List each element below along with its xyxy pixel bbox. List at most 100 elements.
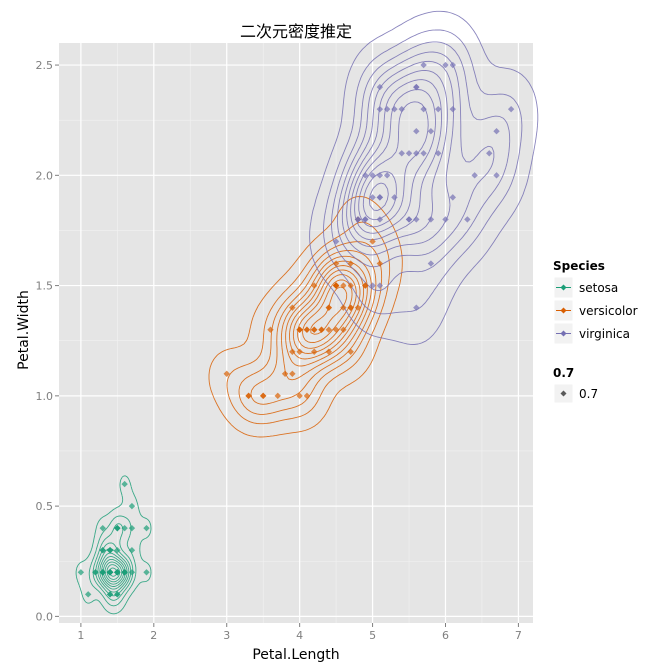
point-virginica: [413, 150, 420, 157]
plot-panel: [59, 43, 533, 623]
point-versicolor: [296, 392, 303, 400]
contour-line-setosa: [92, 523, 134, 601]
point-virginica: [369, 172, 376, 179]
contour-line-virginica: [346, 69, 448, 248]
contour-line-setosa: [88, 515, 137, 607]
point-virginica: [442, 61, 449, 69]
point-versicolor: [311, 282, 318, 289]
point-versicolor: [296, 348, 303, 355]
point-versicolor: [325, 326, 333, 333]
point-virginica: [398, 150, 405, 157]
point-setosa: [128, 569, 136, 576]
contour-line-versicolor: [238, 241, 383, 415]
point-virginica: [405, 150, 413, 157]
point-setosa: [114, 591, 121, 598]
point-versicolor: [376, 260, 384, 267]
legend-label-setosa: setosa: [579, 281, 618, 295]
point-virginica: [376, 216, 384, 223]
point-versicolor: [296, 326, 303, 333]
point-virginica: [376, 172, 384, 179]
point-setosa: [128, 524, 136, 532]
point-setosa: [106, 591, 114, 598]
contour-line-setosa: [99, 552, 128, 590]
point-versicolor: [267, 326, 274, 333]
contour-line-virginica: [336, 51, 495, 268]
point-versicolor: [289, 370, 296, 377]
legend-marker-virginica: [560, 330, 567, 337]
x-axis-title: Petal.Length: [252, 647, 339, 663]
contour-line-virginica: [354, 89, 436, 234]
contour-line-virginica: [368, 182, 389, 211]
data-points: [77, 61, 515, 598]
contour-line-setosa: [75, 475, 152, 615]
point-versicolor: [223, 370, 230, 377]
point-versicolor: [281, 370, 289, 377]
contour-line-versicolor: [297, 274, 357, 349]
point-versicolor: [340, 282, 347, 289]
y-tick-label: 0.5: [36, 500, 54, 513]
point-versicolor: [325, 348, 333, 355]
point-versicolor: [332, 260, 340, 267]
point-virginica: [427, 128, 435, 135]
point-versicolor: [303, 392, 311, 400]
point-versicolor: [289, 348, 296, 355]
contour-line-versicolor: [285, 260, 368, 367]
point-virginica: [369, 282, 376, 289]
contour-line-virginica: [331, 41, 511, 292]
point-virginica: [413, 128, 420, 135]
legend-species-keys: setosa versicolor virginica: [553, 276, 638, 345]
point-virginica: [427, 216, 435, 223]
y-tick-label: 1.5: [36, 280, 54, 293]
point-setosa: [128, 547, 136, 554]
contour-line-virginica: [323, 29, 523, 315]
legend-label-alpha: 0.7: [579, 387, 598, 401]
point-versicolor: [347, 282, 354, 289]
contour-line-versicolor: [250, 250, 377, 405]
x-tick-label: 7: [515, 629, 522, 642]
contour-line-setosa: [106, 564, 121, 580]
point-virginica: [413, 83, 420, 91]
point-versicolor: [303, 326, 311, 333]
contour-line-versicolor: [226, 221, 391, 425]
point-virginica: [413, 304, 420, 311]
point-versicolor: [354, 304, 362, 311]
point-setosa: [114, 569, 121, 576]
legend-label-versicolor: versicolor: [579, 304, 638, 318]
point-virginica: [398, 105, 405, 113]
point-virginica: [376, 83, 384, 91]
x-tick-label: 2: [150, 629, 157, 642]
point-setosa: [114, 524, 121, 532]
contour-line-versicolor: [208, 196, 403, 438]
point-virginica: [362, 172, 369, 179]
major-gridlines: [59, 43, 533, 623]
point-setosa: [143, 569, 150, 576]
point-virginica: [383, 172, 391, 179]
point-versicolor: [274, 392, 281, 400]
point-versicolor: [311, 326, 318, 333]
y-tick-label: 2.5: [36, 59, 54, 72]
point-virginica: [449, 105, 456, 113]
point-virginica: [391, 194, 398, 201]
density-contours: [75, 10, 539, 615]
point-versicolor: [347, 348, 354, 355]
point-virginica: [383, 105, 391, 113]
point-setosa: [143, 524, 150, 532]
y-tick-label: 2.0: [36, 169, 54, 182]
point-virginica: [435, 105, 442, 113]
point-versicolor: [325, 304, 333, 311]
point-virginica: [507, 105, 515, 113]
contour-line-setosa: [101, 556, 126, 587]
point-virginica: [449, 61, 456, 69]
point-versicolor: [259, 392, 267, 400]
point-virginica: [391, 105, 398, 113]
axes: 1 2 3 4 5 6 7 0.0 0.5 1.0 1.5 2.0 2.5: [36, 59, 522, 642]
point-setosa: [121, 524, 128, 532]
point-versicolor: [318, 326, 325, 333]
legend-label-virginica: virginica: [579, 327, 630, 341]
point-versicolor: [289, 304, 296, 311]
point-setosa: [92, 569, 99, 576]
point-virginica: [354, 216, 362, 223]
x-tick-label: 5: [369, 629, 376, 642]
point-virginica: [405, 216, 413, 223]
point-setosa: [84, 591, 92, 598]
